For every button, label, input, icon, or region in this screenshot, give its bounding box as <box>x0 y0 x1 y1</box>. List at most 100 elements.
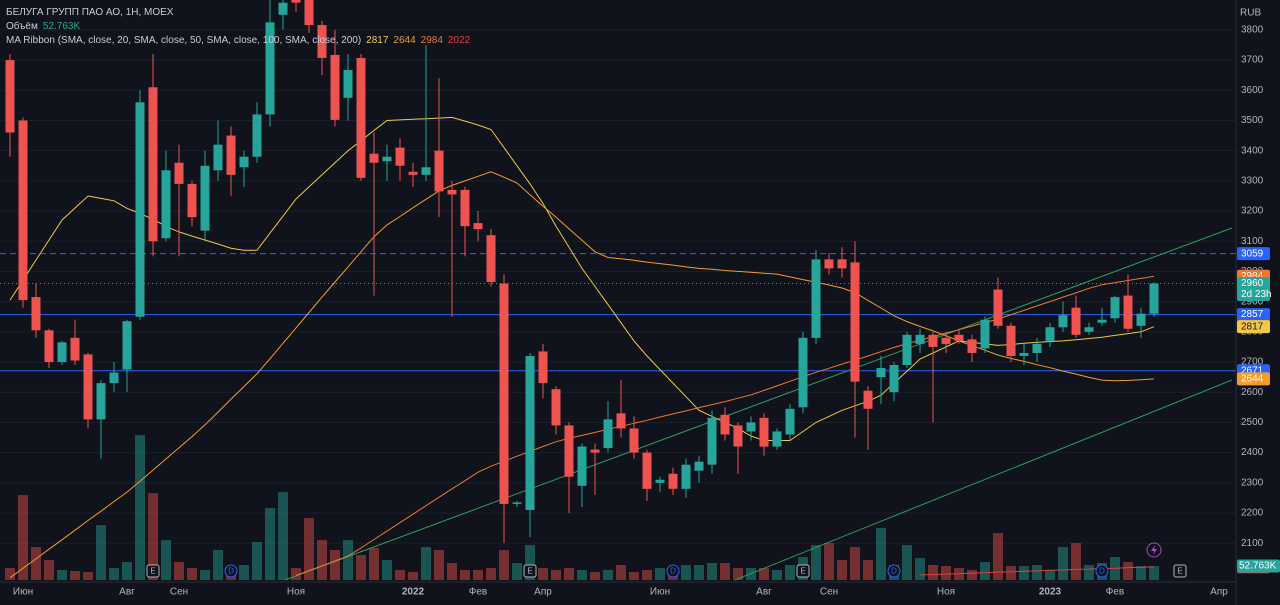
volume-bar <box>1084 565 1094 580</box>
candle-body <box>460 189 470 227</box>
legend: БЕЛУГА ГРУПП ПАО АО, 1Н, MOEX Объём 52.76… <box>6 6 480 48</box>
volume-bar <box>1006 566 1016 580</box>
candle-body <box>291 0 301 3</box>
candle-body <box>941 337 951 344</box>
event-marker: E <box>796 564 810 578</box>
y-tick-label: 3400 <box>1241 145 1264 156</box>
x-tick-label: 2022 <box>402 587 425 598</box>
candle-body <box>278 2 288 15</box>
volume-bar <box>434 550 444 580</box>
event-marker: E <box>1173 564 1187 578</box>
alert-bolt <box>1151 545 1157 555</box>
event-label: E <box>527 567 532 576</box>
y-tick-label: 3800 <box>1241 25 1264 36</box>
y-tick-label: 3300 <box>1241 175 1264 186</box>
candle-body <box>1149 283 1159 314</box>
y-tick-label: 2300 <box>1241 477 1264 488</box>
candle-body <box>330 54 340 120</box>
ma-line: MA Ribbon (SMA, close, 20, SMA, close, 5… <box>6 34 480 48</box>
symbol-line: БЕЛУГА ГРУПП ПАО АО, 1Н, MOEX <box>6 6 480 20</box>
y-tick-label: 2100 <box>1241 538 1264 549</box>
event-marker: D <box>1095 564 1109 578</box>
volume-bar <box>915 558 925 580</box>
event-badge <box>887 564 901 578</box>
candle-body <box>473 223 483 230</box>
candle-body <box>928 334 938 347</box>
volume-bar <box>967 570 977 580</box>
event-marker: D <box>887 564 901 578</box>
volume-bar <box>408 572 418 580</box>
candle-body <box>577 446 587 486</box>
volume-bar <box>694 565 704 580</box>
event-label: E <box>800 567 805 576</box>
volume-badge-label: 52.763K <box>1239 561 1277 572</box>
volume-bar <box>629 572 639 580</box>
volume-bar <box>421 547 431 580</box>
event-label: D <box>1099 567 1105 576</box>
volume-bar <box>343 540 353 580</box>
volume-bar <box>265 508 275 580</box>
candle-body <box>850 262 860 382</box>
y-tick-label: 2400 <box>1241 447 1264 458</box>
event-badge <box>796 564 810 578</box>
volume-bar <box>148 493 158 580</box>
candle-body <box>31 297 41 331</box>
candle-body <box>226 135 236 175</box>
volume-bar <box>1149 566 1159 580</box>
candle-body <box>603 419 613 449</box>
indicator-name: MA Ribbon (SMA, close, 20, SMA, close, 5… <box>6 35 362 46</box>
volume-bar <box>928 565 938 580</box>
candle-body <box>304 0 314 26</box>
candle-body <box>707 417 717 465</box>
candle-body <box>642 452 652 489</box>
candle-body <box>356 57 366 178</box>
volume-bar <box>1045 570 1055 580</box>
candle-body <box>902 334 912 366</box>
volume-bar <box>1032 565 1042 580</box>
volume-bar <box>837 560 847 580</box>
volume-bar <box>486 568 496 580</box>
volume-bar <box>525 545 535 580</box>
y-tick-label: 3100 <box>1241 236 1264 247</box>
candle-body <box>161 170 171 239</box>
candle-body <box>135 102 145 317</box>
event-badge <box>523 564 537 578</box>
candle-body <box>785 408 795 435</box>
volume-bar <box>850 547 860 580</box>
candle-body <box>746 422 756 432</box>
volume-bar <box>512 563 522 580</box>
volume-bar <box>460 570 470 580</box>
volume-bar <box>538 568 548 580</box>
ma-value: 2022 <box>447 35 471 46</box>
volume-bar <box>811 545 821 580</box>
volume-bar <box>252 542 262 580</box>
volume-bar <box>642 570 652 580</box>
event-marker: D <box>666 564 680 578</box>
candle-body <box>395 147 405 166</box>
candle-body <box>265 22 275 115</box>
candle-body <box>18 120 28 301</box>
volume-bar <box>655 568 665 580</box>
candle-body <box>148 87 158 242</box>
volume-bar <box>1123 562 1133 580</box>
x-tick-label: Ноя <box>937 587 955 598</box>
candle-body <box>1123 295 1133 329</box>
candle-body <box>421 167 431 175</box>
candle-body <box>1071 307 1081 335</box>
candle-body <box>5 60 15 133</box>
y-tick-label: 3700 <box>1241 55 1264 66</box>
candle-body <box>83 354 93 420</box>
candle-body <box>486 235 496 282</box>
x-tick-label: Авг <box>756 587 772 598</box>
event-marker: E <box>146 564 160 578</box>
x-tick-label: Фев <box>1106 587 1124 598</box>
x-tick-label: Апр <box>534 587 552 598</box>
x-tick-label: Июн <box>650 587 670 598</box>
candle-body <box>824 259 834 269</box>
volume-bar <box>200 570 210 580</box>
price-badge-label: 2960 <box>1241 278 1264 289</box>
event-badge <box>146 564 160 578</box>
volume-bar <box>5 568 15 580</box>
